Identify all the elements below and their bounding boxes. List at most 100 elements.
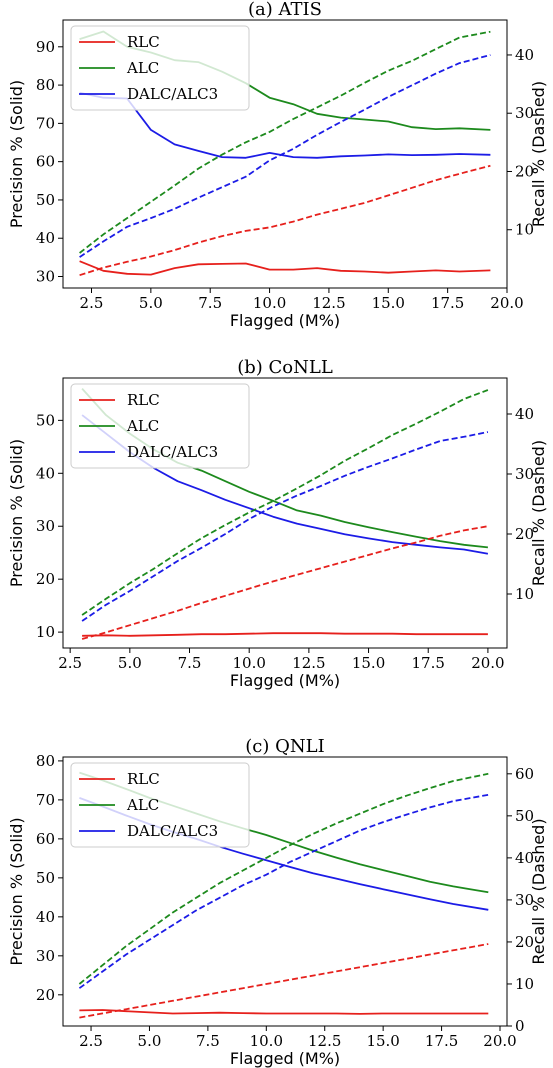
x-tick-label: 5.0 xyxy=(139,294,163,312)
y-right-tick-label: 30 xyxy=(515,891,534,909)
y-left-axis-label: Precision % (Solid) xyxy=(7,80,26,228)
x-tick-label: 20.0 xyxy=(490,294,523,312)
y-left-tick-label: 70 xyxy=(36,114,55,132)
y-left-tick-label: 80 xyxy=(36,752,55,770)
series-line-rlc-solid xyxy=(79,1009,489,1015)
legend-label-alc: ALC xyxy=(126,59,159,77)
series-line-rlc-dashed xyxy=(81,525,489,640)
x-tick-label: 20.0 xyxy=(483,1032,516,1050)
x-tick-label: 15.0 xyxy=(352,654,385,672)
y-right-tick-label: 50 xyxy=(515,807,534,825)
legend: RLC ALC DALC/ALC3 xyxy=(70,762,250,848)
series-line-dalc-alc3-dashed xyxy=(79,54,491,258)
x-tick-label: 12.5 xyxy=(312,294,345,312)
series-line-alc-dashed xyxy=(79,30,491,254)
legend: RLC ALC DALC/ALC3 xyxy=(70,383,250,469)
x-tick-label: 7.5 xyxy=(196,1032,220,1050)
y-right-tick-label: 30 xyxy=(515,104,534,122)
y-right-tick-label: 30 xyxy=(515,465,534,483)
chart-panel-1: (a) ATIS 2.5 5.0 7.5 10.0 12.5 15.0 17.5 20.0 30 4… xyxy=(7,0,548,330)
y-left-tick-label: 20 xyxy=(36,570,55,588)
y-right-tick-label: 10 xyxy=(515,585,534,603)
x-tick-label: 15.0 xyxy=(372,294,405,312)
x-tick-label: 7.5 xyxy=(178,654,202,672)
chart-title: (c) QNLI xyxy=(245,736,324,757)
series-line-rlc-dashed xyxy=(79,943,489,1019)
y-left-tick-label: 40 xyxy=(36,229,55,247)
y-left-axis-label: Precision % (Solid) xyxy=(7,439,26,587)
x-tick-label: 17.5 xyxy=(425,1032,458,1050)
y-right-axis-label: Recall % (Dashed) xyxy=(529,440,548,586)
series-line-alc-dashed xyxy=(81,389,489,616)
x-tick-label: 20.0 xyxy=(471,654,504,672)
series-line-rlc-solid xyxy=(79,260,491,276)
chart-title: (a) ATIS xyxy=(248,0,322,20)
legend: RLC ALC DALC/ALC3 xyxy=(70,25,250,111)
x-tick-label: 2.5 xyxy=(79,1032,103,1050)
x-axis-label: Flagged (M%) xyxy=(230,1049,340,1068)
series-line-dalc-alc3-dashed xyxy=(81,431,489,622)
series-line-rlc-dashed xyxy=(79,164,491,277)
y-right-axis-label: Recall % (Dashed) xyxy=(529,81,548,227)
plot-frame xyxy=(62,756,508,1027)
legend-label-rlc: RLC xyxy=(127,391,160,409)
y-right-axis-label: Recall % (Dashed) xyxy=(529,818,548,964)
plot-frame xyxy=(62,19,508,289)
y-left-tick-label: 30 xyxy=(36,268,55,286)
legend-box xyxy=(70,762,250,848)
y-left-axis-label: Precision % (Solid) xyxy=(7,817,26,965)
y-left-tick-label: 50 xyxy=(36,411,55,429)
y-right-tick-label: 20 xyxy=(515,525,534,543)
y-left-tick-label: 60 xyxy=(36,830,55,848)
y-left-tick-label: 40 xyxy=(36,464,55,482)
y-left-tick-label: 50 xyxy=(36,191,55,209)
y-left-tick-label: 80 xyxy=(36,76,55,94)
y-left-tick-label: 20 xyxy=(36,986,55,1004)
y-left-tick-label: 40 xyxy=(36,908,55,926)
y-right-tick-label: 40 xyxy=(515,405,534,423)
chart-title: (b) CoNLL xyxy=(237,357,333,378)
x-tick-label: 10.0 xyxy=(250,1032,283,1050)
y-right-tick-label: 0 xyxy=(515,1017,525,1035)
legend-label-alc: ALC xyxy=(126,796,159,814)
y-right-tick-label: 10 xyxy=(515,975,534,993)
y-left-tick-label: 90 xyxy=(36,38,55,56)
x-tick-label: 17.5 xyxy=(431,294,464,312)
y-right-tick-label: 20 xyxy=(515,162,534,180)
series-line-alc-dashed xyxy=(78,772,489,985)
y-left-tick-label: 30 xyxy=(36,947,55,965)
x-tick-label: 12.5 xyxy=(292,654,325,672)
legend-box xyxy=(70,383,250,469)
y-right-tick-label: 10 xyxy=(515,221,534,239)
x-tick-label: 15.0 xyxy=(366,1032,399,1050)
x-tick-label: 5.0 xyxy=(138,1032,162,1050)
legend-label-rlc: RLC xyxy=(127,33,160,51)
series-line-rlc-solid xyxy=(82,632,488,637)
x-tick-label: 10.0 xyxy=(232,654,265,672)
x-tick-label: 2.5 xyxy=(80,294,104,312)
y-right-tick-label: 40 xyxy=(515,849,534,867)
x-tick-label: 17.5 xyxy=(412,654,445,672)
x-axis-label: Flagged (M%) xyxy=(230,311,340,330)
y-left-tick-label: 10 xyxy=(36,623,55,641)
y-left-tick-label: 30 xyxy=(36,517,55,535)
y-right-tick-label: 40 xyxy=(515,46,534,64)
x-tick-label: 7.5 xyxy=(198,294,222,312)
y-right-tick-label: 60 xyxy=(515,765,534,783)
legend-label-dalc-alc3: DALC/ALC3 xyxy=(127,85,218,103)
legend-label-dalc-alc3: DALC/ALC3 xyxy=(127,443,218,461)
chart-panel-3: (c) QNLI 2.5 5.0 7.5 10.0 12.5 15.0 17.5 20.0 20 3… xyxy=(7,736,548,1068)
legend-label-alc: ALC xyxy=(126,417,159,435)
y-right-tick-label: 20 xyxy=(515,933,534,951)
y-left-tick-label: 70 xyxy=(36,791,55,809)
x-tick-label: 10.0 xyxy=(253,294,286,312)
chart-panel-2: (b) CoNLL 2.5 5.0 7.5 10.0 12.5 15.0 17.5 20.0 10… xyxy=(7,357,548,690)
x-tick-label: 5.0 xyxy=(118,654,142,672)
legend-label-rlc: RLC xyxy=(127,770,160,788)
y-left-tick-label: 50 xyxy=(36,869,55,887)
plot-frame xyxy=(62,377,508,649)
legend-box xyxy=(70,25,250,111)
x-tick-label: 12.5 xyxy=(308,1032,341,1050)
y-left-tick-label: 60 xyxy=(36,153,55,171)
